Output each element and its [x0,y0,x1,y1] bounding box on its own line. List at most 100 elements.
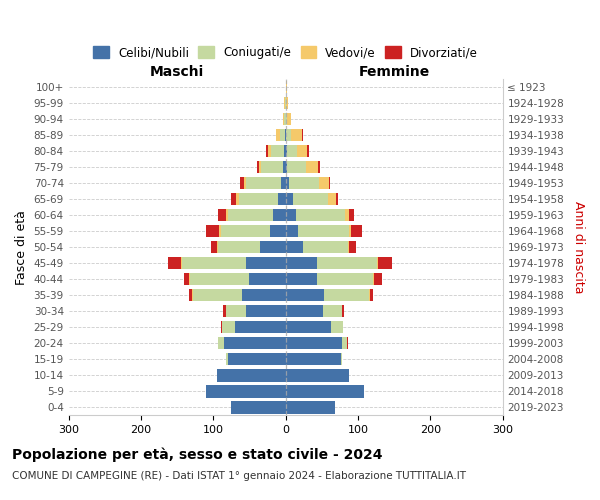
Text: Femmine: Femmine [358,65,430,79]
Bar [378,257,392,270]
Text: Maschi: Maschi [150,65,204,79]
Bar [239,193,278,205]
Bar [349,209,355,222]
Bar [335,193,338,205]
Bar [285,97,286,110]
Bar [317,273,373,285]
Bar [286,257,317,270]
Bar [286,369,349,382]
Bar [250,273,286,285]
Bar [193,289,242,302]
Bar [331,321,343,334]
Bar [374,273,382,285]
Bar [370,289,373,302]
Bar [217,241,218,254]
Text: Popolazione per età, sesso e stato civile - 2024: Popolazione per età, sesso e stato civil… [12,448,383,462]
Bar [226,353,228,366]
Legend: Celibi/Nubili, Coniugati/e, Vedovi/e, Divorziati/e: Celibi/Nubili, Coniugati/e, Vedovi/e, Di… [88,42,483,64]
Bar [190,273,250,285]
Bar [236,193,239,205]
Bar [286,129,292,141]
Bar [284,145,286,158]
Bar [223,305,226,318]
Bar [373,273,374,285]
Bar [286,161,287,173]
Bar [240,177,244,190]
Bar [280,129,285,141]
Bar [319,177,329,190]
Bar [292,129,302,141]
Bar [297,145,307,158]
Bar [302,129,303,141]
Bar [289,177,319,190]
Bar [347,337,348,349]
Bar [286,401,335,413]
Bar [287,161,306,173]
Bar [283,161,286,173]
Bar [352,225,362,237]
Bar [286,241,303,254]
Bar [182,257,246,270]
Bar [318,161,320,173]
Bar [278,193,286,205]
Bar [276,129,280,141]
Bar [283,113,284,126]
Bar [329,177,331,190]
Bar [270,225,286,237]
Bar [286,385,364,398]
Bar [286,193,293,205]
Bar [296,209,345,222]
Y-axis label: Anni di nascita: Anni di nascita [572,201,585,294]
Y-axis label: Fasce di età: Fasce di età [15,210,28,284]
Bar [342,337,347,349]
Bar [181,257,182,270]
Bar [328,193,335,205]
Bar [286,145,287,158]
Bar [286,289,324,302]
Bar [287,113,290,126]
Bar [324,289,370,302]
Bar [286,273,317,285]
Bar [272,209,286,222]
Bar [349,225,352,237]
Bar [293,193,328,205]
Bar [221,321,222,334]
Bar [218,241,260,254]
Bar [246,305,286,318]
Bar [377,257,378,270]
Bar [268,145,271,158]
Bar [285,129,286,141]
Bar [221,225,270,237]
Bar [219,225,221,237]
Bar [232,401,286,413]
Bar [286,337,342,349]
Bar [266,145,268,158]
Bar [286,305,323,318]
Bar [190,289,193,302]
Bar [246,257,286,270]
Bar [242,289,286,302]
Bar [341,353,342,366]
Bar [259,161,261,173]
Bar [317,257,377,270]
Bar [286,81,287,94]
Bar [306,161,318,173]
Bar [271,145,284,158]
Bar [286,113,287,126]
Bar [307,145,309,158]
Bar [286,321,331,334]
Bar [287,145,297,158]
Bar [228,353,286,366]
Bar [260,241,286,254]
Bar [184,273,190,285]
Bar [235,321,286,334]
Bar [349,241,356,254]
Bar [206,225,219,237]
Bar [168,257,181,270]
Bar [224,337,286,349]
Text: COMUNE DI CAMPEGINE (RE) - Dati ISTAT 1° gennaio 2024 - Elaborazione TUTTITALIA.: COMUNE DI CAMPEGINE (RE) - Dati ISTAT 1°… [12,471,466,481]
Bar [323,305,342,318]
Bar [342,305,344,318]
Bar [246,177,281,190]
Bar [284,113,286,126]
